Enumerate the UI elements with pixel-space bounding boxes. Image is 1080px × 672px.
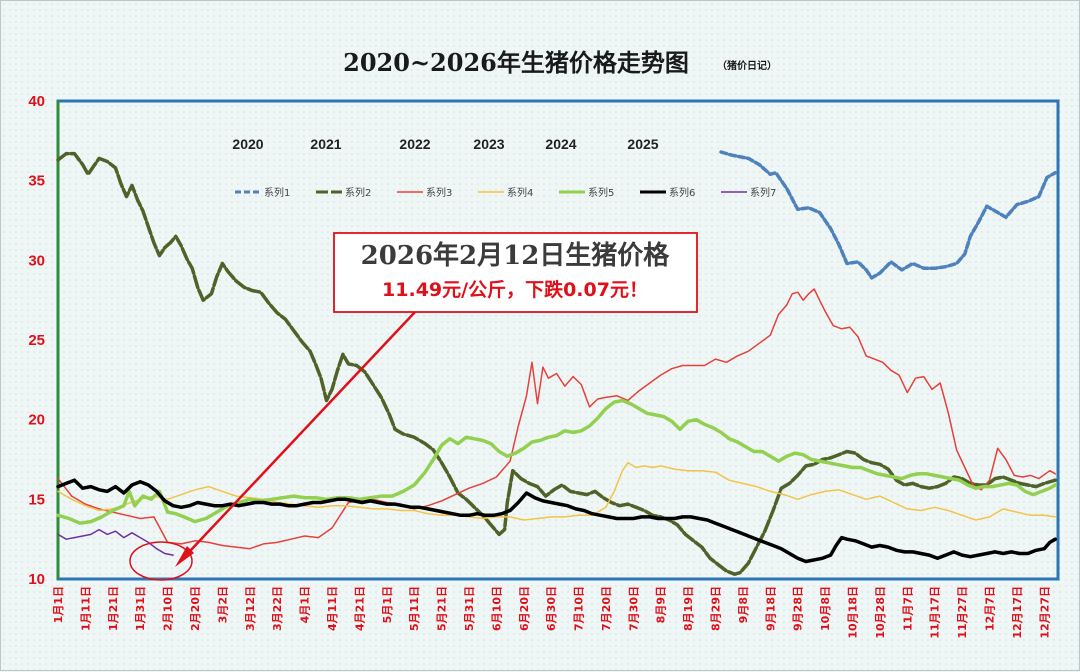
y-tick-label: 20 xyxy=(28,412,45,429)
x-tick-label: 5月1日 xyxy=(381,586,394,623)
x-tick-label: 5月31日 xyxy=(463,586,476,631)
x-tick-label: 8月19日 xyxy=(682,586,695,631)
x-tick-labels: 1月1日 1月11日 1月21日 1月31日 2月10日 2月20日 3月2日 3月12日 3月… xyxy=(52,586,1051,639)
year-labels: 2020 2021 2022 2023 2024 2025 xyxy=(232,136,658,152)
x-tick-label: 12月17日 xyxy=(1011,586,1024,639)
y-tick-label: 15 xyxy=(28,491,45,508)
annotation-highlight-ellipse xyxy=(129,541,193,581)
x-tick-label: 8月9日 xyxy=(655,586,668,623)
x-tick-label: 4月1日 xyxy=(299,586,312,623)
year-label: 2025 xyxy=(627,136,658,152)
x-tick-label: 8月29日 xyxy=(710,586,723,631)
legend-label: 系列6 xyxy=(669,186,695,199)
plot-area xyxy=(56,99,1060,581)
y-tick-label: 40 xyxy=(28,93,45,110)
annotation-box xyxy=(333,232,698,313)
legend: 系列1 系列2 系列3 系列4 系列5 系列6 系列7 xyxy=(235,186,776,199)
legend-label: 系列7 xyxy=(750,186,776,199)
x-tick-label: 4月11日 xyxy=(326,586,339,631)
x-tick-label: 3月12日 xyxy=(244,586,257,631)
x-tick-label: 2月10日 xyxy=(162,586,175,631)
year-label: 2023 xyxy=(473,136,504,152)
x-tick-label: 10月8日 xyxy=(819,586,832,631)
x-tick-label: 6月20日 xyxy=(518,586,531,631)
series-line-3 xyxy=(57,288,1057,550)
x-tick-label: 10月18日 xyxy=(847,586,860,639)
series-lines xyxy=(56,150,1058,576)
year-label: 2021 xyxy=(310,136,341,152)
annotation-arrow-line xyxy=(189,311,416,552)
y-tick-label: 10 xyxy=(28,571,45,588)
year-label: 2020 xyxy=(232,136,263,152)
legend-label: 系列5 xyxy=(588,186,614,199)
x-tick-label: 5月21日 xyxy=(436,586,449,631)
x-tick-label: 5月11日 xyxy=(408,586,421,631)
x-tick-label: 4月21日 xyxy=(353,586,366,631)
series-line-7 xyxy=(57,528,174,556)
series-line-6 xyxy=(56,478,1058,564)
annotation-title: 2026年2月12日生猪价格 xyxy=(361,240,671,271)
x-tick-label: 12月7日 xyxy=(984,586,997,631)
x-tick-label: 11月27日 xyxy=(956,586,969,639)
x-tick-label: 1月1日 xyxy=(52,586,65,623)
x-tick-label: 1月11日 xyxy=(79,586,92,631)
x-tick-label: 12月27日 xyxy=(1038,586,1051,639)
x-tick-label: 9月8日 xyxy=(737,586,750,623)
x-tick-label: 3月22日 xyxy=(271,586,284,631)
y-tick-label: 30 xyxy=(28,252,45,269)
annotation-arrow-head xyxy=(175,546,194,567)
x-tick-label: 9月18日 xyxy=(764,586,777,631)
x-tick-label: 6月30日 xyxy=(545,586,558,631)
x-tick-label: 7月30日 xyxy=(627,586,640,631)
y-tick-label: 25 xyxy=(28,332,45,349)
series-line-1 xyxy=(719,150,1058,280)
year-label: 2022 xyxy=(399,136,430,152)
legend-label: 系列1 xyxy=(264,186,290,199)
x-tick-label: 2月20日 xyxy=(189,586,202,631)
annotation-text: 11.49元/公斤，下跌0.07元！ xyxy=(382,278,648,301)
chart-subtitle: （猪价日记） xyxy=(717,59,777,72)
x-tick-label: 9月28日 xyxy=(792,586,805,631)
legend-label: 系列2 xyxy=(345,186,371,199)
legend-label: 系列4 xyxy=(507,186,533,199)
x-tick-label: 7月10日 xyxy=(573,586,586,631)
chart-title: 2020~2026年生猪价格走势图 xyxy=(343,48,689,77)
annotation: 2026年2月12日生猪价格 11.49元/公斤，下跌0.07元！ xyxy=(129,232,698,581)
x-tick-label: 11月7日 xyxy=(901,586,914,631)
x-tick-label: 11月17日 xyxy=(929,586,942,639)
x-tick-label: 7月20日 xyxy=(600,586,613,631)
year-label: 2024 xyxy=(545,136,576,152)
x-tick-label: 1月31日 xyxy=(134,586,147,631)
x-tick-label: 3月2日 xyxy=(216,586,229,623)
y-tick-label: 35 xyxy=(28,173,45,190)
x-tick-label: 10月28日 xyxy=(874,586,887,639)
x-tick-label: 6月10日 xyxy=(490,586,503,631)
x-tick-label: 1月21日 xyxy=(107,586,120,631)
legend-label: 系列3 xyxy=(426,186,452,199)
y-tick-labels: 10 15 20 25 30 35 40 xyxy=(28,93,45,588)
series-line-2 xyxy=(56,151,1058,576)
series-line-4 xyxy=(57,461,1057,521)
series-line-5 xyxy=(56,398,1058,525)
